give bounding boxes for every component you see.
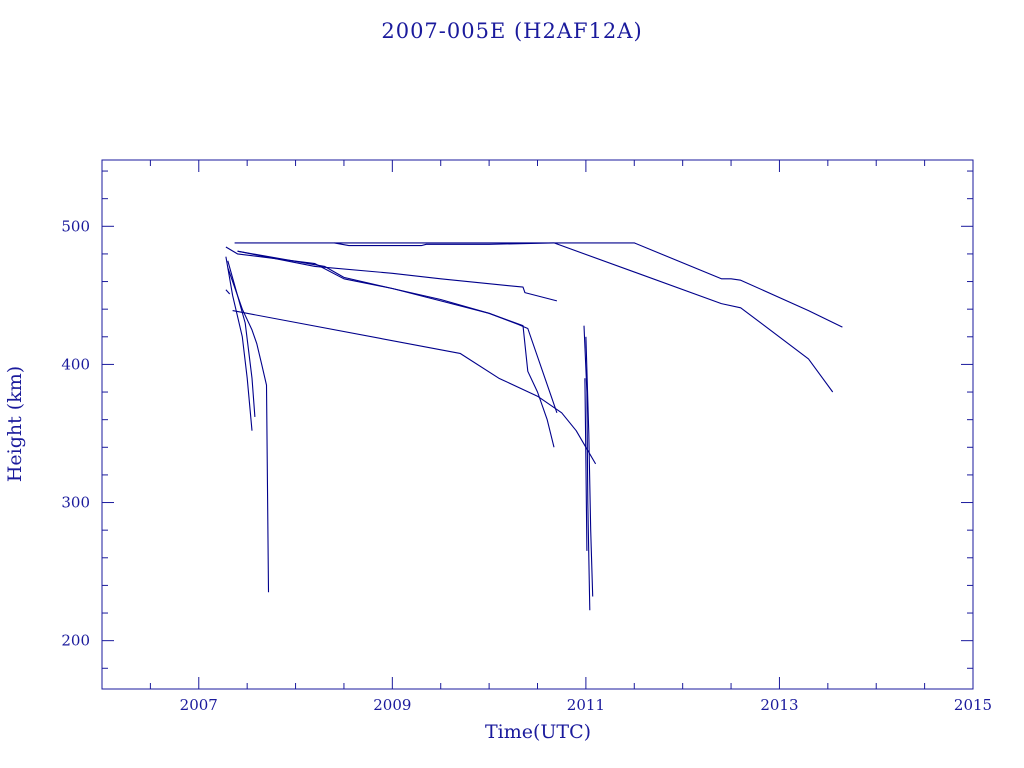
series-line-12	[585, 336, 594, 597]
x-tick-label: 2011	[567, 696, 605, 714]
x-tick-label: 2013	[760, 696, 798, 714]
series-line-3	[225, 246, 558, 413]
series-line-1	[234, 242, 843, 328]
axis-ticks	[101, 160, 974, 689]
series-line-4	[237, 250, 558, 302]
tick-labels: 2007 2009 2011 2013 2015 200 300 400 500	[61, 217, 992, 714]
chart-title: 2007-005E (H2AF12A)	[381, 19, 642, 43]
y-tick-label: 200	[61, 632, 90, 650]
series-line-8	[227, 260, 256, 417]
x-tick-label: 2007	[180, 696, 218, 714]
y-tick-label: 400	[61, 355, 90, 373]
y-tick-label: 500	[61, 217, 90, 235]
series-line-6	[232, 310, 597, 465]
series-line-7	[225, 256, 253, 431]
x-axis-label: Time(UTC)	[485, 721, 591, 743]
series-layer	[225, 242, 843, 611]
plot-frame	[101, 159, 974, 690]
series-line-10	[225, 289, 231, 295]
y-tick-label: 300	[61, 494, 90, 512]
series-line-9	[227, 267, 270, 593]
series-line-5	[237, 250, 555, 448]
x-tick-label: 2009	[373, 696, 411, 714]
series-line-13	[584, 378, 588, 551]
y-axis-label: Height (km)	[4, 366, 26, 482]
series-line-11	[583, 325, 591, 611]
series-line-2	[334, 242, 834, 393]
x-tick-label: 2015	[954, 696, 992, 714]
